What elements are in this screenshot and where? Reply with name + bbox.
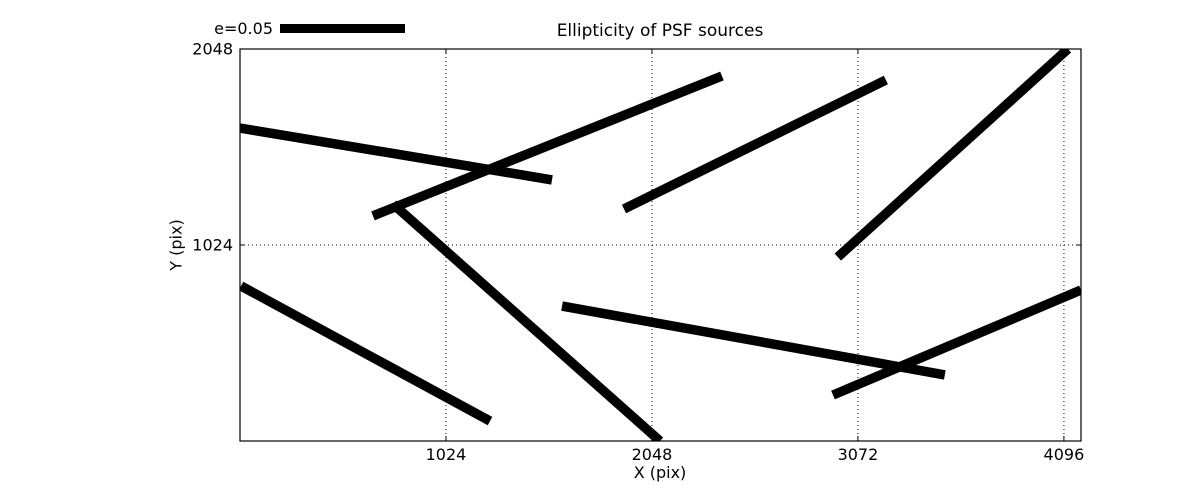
x-tick-label-4096: 4096 <box>1043 445 1085 464</box>
x-tick-label-1024: 1024 <box>425 445 467 464</box>
legend-scale-bar <box>280 24 405 33</box>
y-tick-label-2048: 2048 <box>192 39 233 59</box>
y-tick-label-1024: 1024 <box>192 235 233 255</box>
axes-frame <box>239 48 1082 442</box>
x-tick-label-2048: 2048 <box>631 445 673 464</box>
ellipticity-whisker-5 <box>389 200 664 441</box>
ellipticity-whisker-0 <box>240 123 553 185</box>
x-tick-label-3072: 3072 <box>837 445 879 464</box>
chart-title: Ellipticity of PSF sources <box>556 21 764 41</box>
legend-label: e=0.05 <box>214 19 273 38</box>
ellipticity-whisker-4 <box>240 281 493 426</box>
ellipticity-whisker-6 <box>561 301 946 380</box>
ellipticity-whisker-7 <box>831 285 1081 400</box>
ellipticity-whisker-1 <box>371 71 724 221</box>
ellipticity-whisker-3 <box>834 49 1072 261</box>
ellipticity-whisker-2 <box>621 75 888 214</box>
x-axis-label: X (pix) <box>633 463 687 482</box>
